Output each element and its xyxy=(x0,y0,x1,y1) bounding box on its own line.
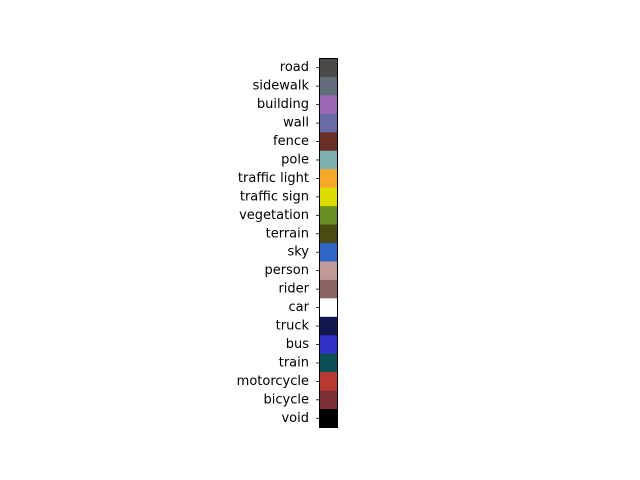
swatch-fence xyxy=(319,132,338,152)
swatch-motorcycle xyxy=(319,372,338,391)
swatch-pole xyxy=(319,150,338,170)
swatch-building xyxy=(319,95,338,115)
tick-marks xyxy=(316,67,320,419)
label-terrain: terrain xyxy=(266,226,309,241)
swatch-traffic-light xyxy=(319,169,338,188)
swatch-truck xyxy=(319,316,338,336)
label-car: car xyxy=(289,300,310,315)
swatch-train xyxy=(319,353,338,373)
swatch-bus xyxy=(319,335,338,354)
label-building: building xyxy=(257,97,309,112)
label-road: road xyxy=(280,60,309,75)
label-rider: rider xyxy=(278,282,309,297)
label-vegetation: vegetation xyxy=(239,208,309,223)
label-sky: sky xyxy=(287,245,309,260)
swatch-rider xyxy=(319,279,338,299)
label-person: person xyxy=(264,263,309,278)
swatch-wall xyxy=(319,113,338,133)
label-motorcycle: motorcycle xyxy=(237,374,309,389)
label-traffic-light: traffic light xyxy=(238,171,309,186)
label-wall: wall xyxy=(283,116,309,131)
label-truck: truck xyxy=(276,319,310,334)
swatch-terrain xyxy=(319,224,338,244)
color-swatch-column xyxy=(319,58,338,428)
label-sidewalk: sidewalk xyxy=(253,79,310,94)
swatch-sky xyxy=(319,243,338,262)
label-bus: bus xyxy=(286,337,309,352)
swatch-vegetation xyxy=(319,206,338,225)
swatch-sidewalk xyxy=(319,76,338,96)
label-bicycle: bicycle xyxy=(264,392,309,407)
swatch-road xyxy=(319,58,338,78)
swatch-bicycle xyxy=(319,390,338,410)
swatch-void xyxy=(319,409,338,428)
colorbar-frame xyxy=(319,58,338,428)
label-fence: fence xyxy=(273,134,309,149)
class-labels: road sidewalk building wall fence pole traffic… xyxy=(237,60,310,426)
label-pole: pole xyxy=(281,152,309,167)
label-traffic-sign: traffic sign xyxy=(240,189,309,204)
swatch-person xyxy=(319,261,338,281)
label-void: void xyxy=(281,411,309,426)
swatch-traffic-sign xyxy=(319,187,338,207)
swatch-car xyxy=(319,298,338,318)
label-train: train xyxy=(279,355,309,370)
